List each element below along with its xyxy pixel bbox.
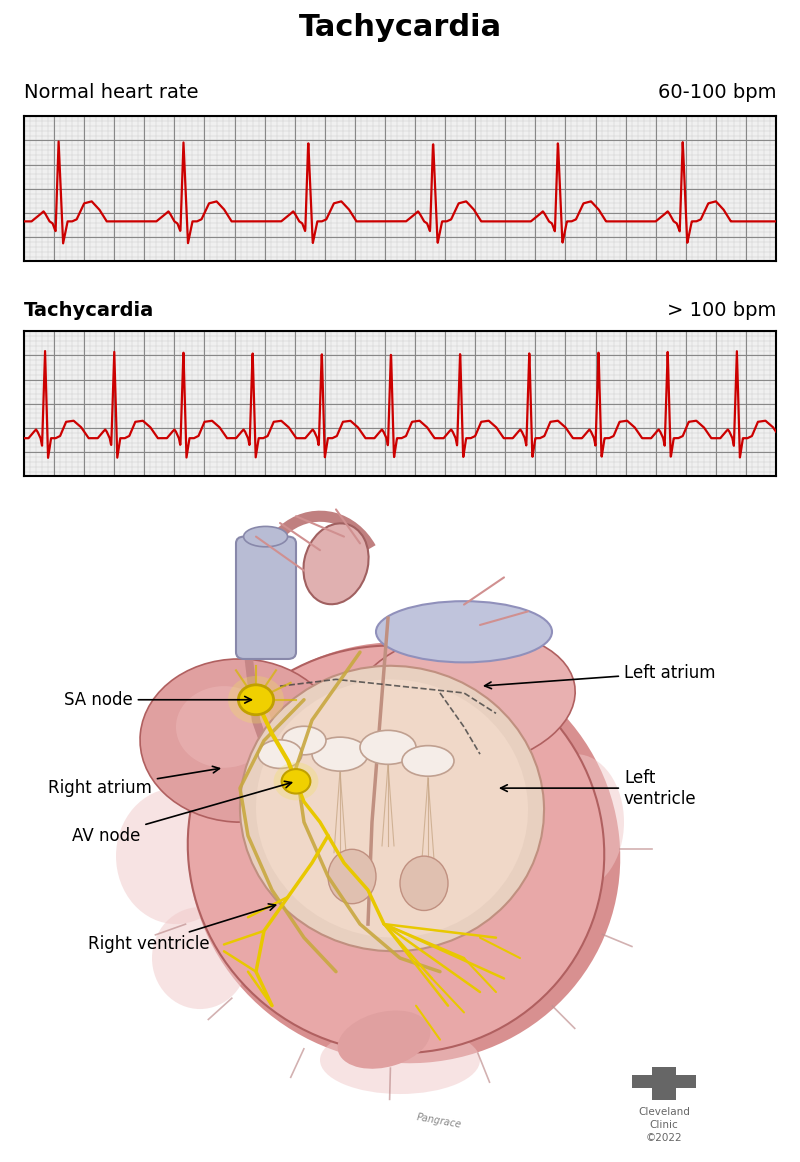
Ellipse shape xyxy=(360,731,416,765)
Text: Cleveland
Clinic
©2022: Cleveland Clinic ©2022 xyxy=(638,1106,690,1143)
Ellipse shape xyxy=(328,849,376,904)
Circle shape xyxy=(238,684,274,715)
Ellipse shape xyxy=(312,737,368,772)
Ellipse shape xyxy=(258,740,302,768)
FancyBboxPatch shape xyxy=(632,1067,652,1076)
Text: Right ventricle: Right ventricle xyxy=(88,904,275,954)
Ellipse shape xyxy=(176,686,272,768)
Text: 60-100 bpm: 60-100 bpm xyxy=(658,84,776,102)
Text: Left atrium: Left atrium xyxy=(485,664,715,689)
Text: Right atrium: Right atrium xyxy=(48,766,219,797)
Ellipse shape xyxy=(303,523,369,604)
Ellipse shape xyxy=(188,646,604,1053)
FancyBboxPatch shape xyxy=(632,1076,696,1088)
Circle shape xyxy=(228,676,284,724)
Ellipse shape xyxy=(256,680,528,938)
Ellipse shape xyxy=(276,713,476,917)
Text: Left
ventricle: Left ventricle xyxy=(501,769,697,808)
Ellipse shape xyxy=(152,908,248,1009)
Text: Normal heart rate: Normal heart rate xyxy=(24,84,198,102)
Text: > 100 bpm: > 100 bpm xyxy=(666,301,776,320)
Text: Pangrace: Pangrace xyxy=(416,1112,462,1129)
Ellipse shape xyxy=(243,526,288,547)
Ellipse shape xyxy=(504,873,584,975)
Ellipse shape xyxy=(402,746,454,776)
Ellipse shape xyxy=(140,659,340,823)
Text: Tachycardia: Tachycardia xyxy=(298,14,502,42)
Text: AV node: AV node xyxy=(72,781,291,845)
Circle shape xyxy=(274,762,318,801)
Ellipse shape xyxy=(376,601,552,662)
Circle shape xyxy=(282,769,310,794)
Ellipse shape xyxy=(353,631,575,769)
Ellipse shape xyxy=(320,1026,480,1095)
Ellipse shape xyxy=(188,643,620,1063)
Text: SA node: SA node xyxy=(64,690,251,709)
FancyBboxPatch shape xyxy=(652,1067,676,1099)
FancyBboxPatch shape xyxy=(676,1067,696,1076)
Ellipse shape xyxy=(338,1011,430,1069)
FancyBboxPatch shape xyxy=(236,537,296,659)
Ellipse shape xyxy=(240,666,544,952)
Ellipse shape xyxy=(528,754,624,890)
Ellipse shape xyxy=(116,788,236,924)
Ellipse shape xyxy=(400,856,448,911)
Ellipse shape xyxy=(282,726,326,755)
Text: Tachycardia: Tachycardia xyxy=(24,301,154,320)
